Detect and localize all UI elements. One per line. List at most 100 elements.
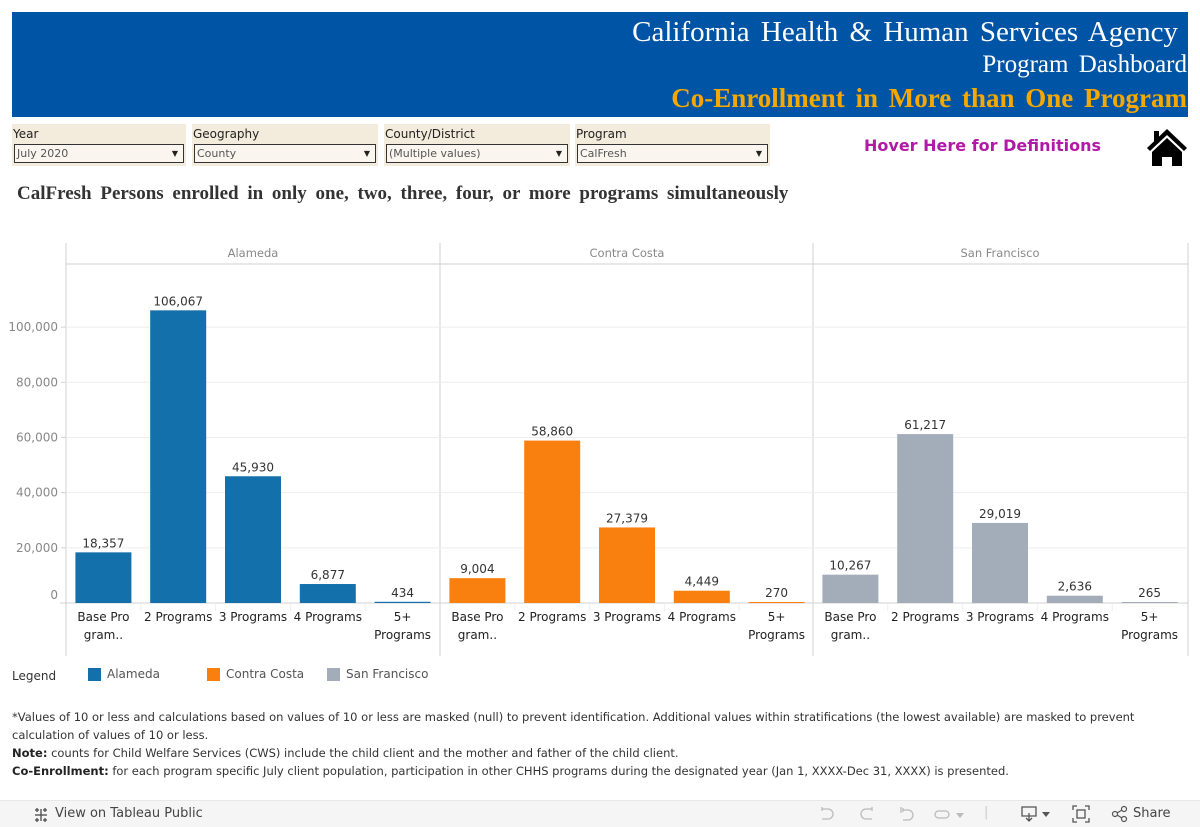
pane-header-contra-costa: Contra Costa xyxy=(590,246,665,260)
filter-geography-value: County xyxy=(197,147,237,160)
x-category-label-contra-costa-5-programs: 5+ xyxy=(768,610,786,624)
legend-label-san-francisco: San Francisco xyxy=(346,667,429,681)
filter-geography-select[interactable]: County ▼ xyxy=(194,144,376,163)
legend-swatch-alameda xyxy=(88,668,101,681)
x-category-label-san-francisco-base-program: Base Pro xyxy=(824,610,876,624)
bar-alameda-3-programs xyxy=(225,476,281,603)
share-icon[interactable] xyxy=(1111,805,1129,823)
coenrollment-text: for each program specific July client po… xyxy=(108,764,1009,778)
bar-alameda-5-programs xyxy=(374,601,431,603)
y-tick-label-60000: 60,000 xyxy=(16,430,58,444)
hover-definitions-link[interactable]: Hover Here for Definitions xyxy=(864,136,1101,155)
bar-value-label-alameda-3-programs: 45,930 xyxy=(232,460,274,474)
bar-contra-costa-4-programs xyxy=(673,590,730,603)
legend-label-alameda: Alameda xyxy=(107,667,160,681)
bar-value-label-alameda-5-programs: 434 xyxy=(391,586,414,600)
bar-alameda-base-program xyxy=(75,552,132,603)
bar-value-label-san-francisco-3-programs: 29,019 xyxy=(979,507,1021,521)
bar-san-francisco-4-programs xyxy=(1046,595,1103,603)
dropdown-arrow-icon: ▼ xyxy=(555,149,562,158)
filter-geography-label: Geography xyxy=(193,127,260,141)
bar-value-label-contra-costa-4-programs: 4,449 xyxy=(685,575,719,589)
x-category-label-alameda-5-programs: 5+ xyxy=(394,610,412,624)
agency-title: California Health & Human Services Agenc… xyxy=(632,16,1178,48)
toolbar-divider: | xyxy=(984,805,989,820)
filter-year-value: July 2020 xyxy=(17,147,69,160)
bar-san-francisco-5-programs xyxy=(1121,602,1178,603)
note-label: Note: xyxy=(12,746,48,760)
x-category-label-san-francisco-4-programs: 4 Programs xyxy=(1041,610,1109,624)
bar-value-label-san-francisco-2-programs: 61,217 xyxy=(904,418,946,432)
masking-note: *Values of 10 or less and calculations b… xyxy=(12,710,1135,742)
x-category-label-contra-costa-4-programs: 4 Programs xyxy=(668,610,736,624)
share-button[interactable]: Share xyxy=(1133,806,1171,821)
legend-title: Legend xyxy=(12,669,57,683)
x-category-label-alameda-base-program: Base Pro xyxy=(77,610,129,624)
bar-chart: 0 20,000 40,000 60,000 80,000 100,000 Alameda 1… xyxy=(8,243,1189,656)
y-tick-label-0: 0 xyxy=(50,588,58,602)
x-category-label-alameda-4-programs: 4 Programs xyxy=(294,610,362,624)
tableau-logo-icon xyxy=(35,808,47,822)
filter-year-select[interactable]: July 2020 ▼ xyxy=(14,144,184,163)
bar-value-label-contra-costa-3-programs: 27,379 xyxy=(606,511,648,525)
bar-alameda-4-programs xyxy=(299,584,356,603)
legend-swatch-san-francisco xyxy=(327,668,340,681)
filter-county-value: (Multiple values) xyxy=(389,147,481,160)
filter-program: Program CalFresh ▼ xyxy=(575,124,770,166)
x-category-label-san-francisco-base-program: gram.. xyxy=(831,628,870,642)
x-category-label-contra-costa-base-program: Base Pro xyxy=(451,610,503,624)
filter-program-select[interactable]: CalFresh ▼ xyxy=(577,144,768,163)
tableau-toolbar: View on Tableau Public | Share xyxy=(0,800,1200,827)
undo-icon[interactable] xyxy=(818,805,836,823)
bar-value-label-contra-costa-base-program: 9,004 xyxy=(460,562,494,576)
fullscreen-icon[interactable] xyxy=(1072,805,1090,823)
coenrollment-note: Co-Enrollment: for each program specific… xyxy=(12,762,1192,780)
filter-county-select[interactable]: (Multiple values) ▼ xyxy=(386,144,568,163)
legend-swatch-contra-costa xyxy=(207,668,220,681)
bar-san-francisco-base-program xyxy=(822,574,879,603)
x-category-label-alameda-base-program: gram.. xyxy=(84,628,123,642)
bar-san-francisco-3-programs xyxy=(972,522,1028,603)
bar-alameda-2-programs xyxy=(150,310,207,603)
x-category-label-contra-costa-3-programs: 3 Programs xyxy=(593,610,661,624)
pane-header-san-francisco: San Francisco xyxy=(960,246,1039,260)
bar-value-label-san-francisco-5-programs: 265 xyxy=(1138,586,1161,600)
dropdown-arrow-icon: ▼ xyxy=(755,149,762,158)
bar-value-label-san-francisco-base-program: 10,267 xyxy=(829,559,871,573)
filter-program-value: CalFresh xyxy=(580,147,627,160)
note-text: counts for Child Welfare Services (CWS) … xyxy=(47,746,679,760)
bar-contra-costa-base-program xyxy=(449,578,506,603)
view-on-tableau-link[interactable]: View on Tableau Public xyxy=(55,806,203,821)
download-icon[interactable] xyxy=(1020,805,1052,823)
redo-icon[interactable] xyxy=(858,805,876,823)
filter-county-label: County/District xyxy=(385,127,475,141)
filter-geography: Geography County ▼ xyxy=(192,124,378,166)
x-category-label-contra-costa-base-program: gram.. xyxy=(458,628,497,642)
x-category-label-contra-costa-5-programs: Programs xyxy=(748,628,805,642)
cws-note: Note: counts for Child Welfare Services … xyxy=(12,744,1192,762)
refresh-icon[interactable] xyxy=(934,805,966,823)
filter-year: Year July 2020 ▼ xyxy=(12,124,186,166)
dropdown-arrow-icon: ▼ xyxy=(171,149,178,158)
bar-value-label-contra-costa-2-programs: 58,860 xyxy=(531,425,573,439)
legend-label-contra-costa: Contra Costa xyxy=(226,667,305,681)
dashboard-title: Program Dashboard xyxy=(982,51,1187,78)
x-category-label-san-francisco-5-programs: 5+ xyxy=(1141,610,1159,624)
bar-contra-costa-3-programs xyxy=(599,527,655,603)
x-category-label-san-francisco-3-programs: 3 Programs xyxy=(966,610,1034,624)
bar-contra-costa-2-programs xyxy=(524,440,581,603)
dropdown-arrow-icon: ▼ xyxy=(363,149,370,158)
bar-value-label-contra-costa-5-programs: 270 xyxy=(765,586,788,600)
bar-value-label-san-francisco-4-programs: 2,636 xyxy=(1058,580,1092,594)
bar-contra-costa-5-programs xyxy=(748,602,805,603)
bar-value-label-alameda-2-programs: 106,067 xyxy=(153,294,203,308)
pane-header-alameda: Alameda xyxy=(228,246,279,260)
y-tick-label-80000: 80,000 xyxy=(16,375,58,389)
x-category-label-san-francisco-5-programs: Programs xyxy=(1121,628,1178,642)
revert-icon[interactable] xyxy=(898,805,916,823)
header-banner: California Health & Human Services Agenc… xyxy=(12,12,1188,117)
x-category-label-alameda-2-programs: 2 Programs xyxy=(144,610,212,624)
footnotes: *Values of 10 or less and calculations b… xyxy=(12,708,1192,780)
home-icon[interactable] xyxy=(1146,127,1188,167)
y-tick-label-20000: 20,000 xyxy=(16,541,58,555)
